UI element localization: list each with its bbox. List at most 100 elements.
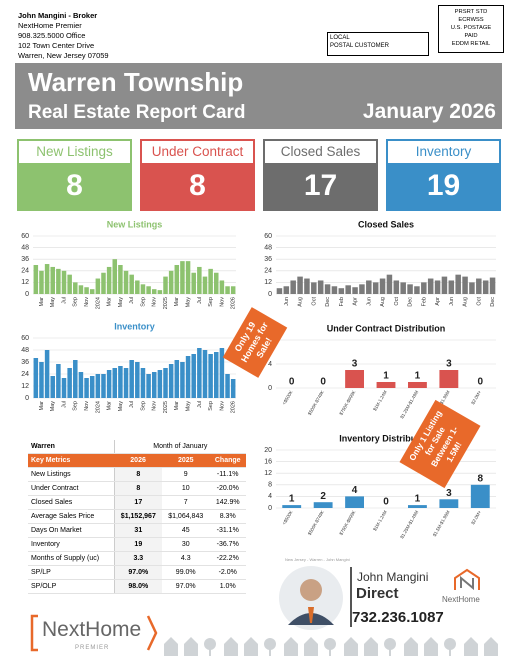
bar bbox=[180, 261, 185, 294]
data-label: 0 bbox=[289, 377, 295, 388]
x-tick-label: $2.0M+ bbox=[470, 509, 482, 525]
postage-line: PRSRT STD bbox=[454, 9, 488, 15]
table-period: Month of January bbox=[114, 440, 246, 454]
postage: PRSRT STD ECRWSS U.S. POSTAGE PAID EDDM RETA… bbox=[438, 5, 504, 53]
table-row: Under Contract 8 10 -20.0% bbox=[28, 481, 246, 496]
bar bbox=[421, 282, 427, 294]
bar bbox=[50, 266, 55, 294]
table-cell: -11.1% bbox=[209, 467, 246, 482]
x-tick-label: Jul bbox=[61, 297, 67, 304]
tile-label: New Listings bbox=[19, 141, 130, 163]
bar bbox=[214, 272, 219, 294]
sender-company: NextHome Premier bbox=[18, 21, 82, 30]
y-tick-label: 16 bbox=[264, 458, 272, 465]
bar bbox=[89, 376, 95, 398]
bar bbox=[197, 348, 202, 398]
recipient: LOCAL POSTAL CUSTOMER bbox=[327, 32, 429, 56]
x-tick-label: May bbox=[186, 297, 192, 308]
y-tick-label: 0 bbox=[268, 291, 272, 298]
x-tick-label: Jun bbox=[284, 297, 290, 306]
tile-label: Inventory bbox=[388, 141, 499, 163]
x-tick-label: Jul bbox=[129, 401, 135, 408]
bar bbox=[191, 354, 196, 398]
tile-label: Under Contract bbox=[142, 141, 253, 163]
bar bbox=[434, 280, 441, 294]
table-cell: 8.3% bbox=[209, 509, 246, 524]
x-tick-label: Apr bbox=[435, 297, 441, 306]
x-tick-label: Jul bbox=[61, 401, 67, 408]
tile-label: Closed Sales bbox=[265, 141, 376, 163]
house bbox=[284, 637, 298, 656]
table-cell: -22.2% bbox=[209, 551, 246, 566]
bar bbox=[157, 290, 163, 294]
table-cell: -2.0% bbox=[209, 565, 246, 580]
bar bbox=[56, 364, 61, 398]
table-row: Closed Sales 17 7 142.9% bbox=[28, 495, 246, 510]
footer-logo: NextHome bbox=[42, 618, 142, 641]
y-tick-label: 60 bbox=[21, 233, 29, 240]
bar bbox=[33, 358, 39, 398]
bar bbox=[44, 264, 50, 294]
x-tick-label: $1.5M-$1.99M bbox=[432, 509, 451, 537]
data-label: 3 bbox=[446, 488, 452, 499]
x-tick-label: Aug bbox=[380, 297, 386, 307]
logo-house bbox=[454, 568, 480, 590]
y-tick-label: 4 bbox=[268, 361, 272, 368]
y-tick-label: 24 bbox=[21, 268, 29, 275]
y-tick-label: 20 bbox=[264, 447, 272, 454]
footer-brackets bbox=[30, 614, 158, 652]
x-tick-label: Oct bbox=[394, 297, 400, 306]
table-cell: 10 bbox=[162, 481, 210, 496]
bar bbox=[202, 276, 208, 294]
bar bbox=[462, 276, 468, 294]
table-header-row: Key Metrics 2026 2025 Change bbox=[28, 453, 246, 468]
house bbox=[404, 637, 418, 656]
data-label: 3 bbox=[446, 359, 452, 370]
data-label: 8 bbox=[478, 473, 484, 484]
x-tick-label: Jul bbox=[129, 297, 135, 304]
table-cell: $1,152,967 bbox=[114, 509, 163, 524]
bar bbox=[408, 382, 427, 388]
x-tick-label: Apr bbox=[353, 297, 359, 306]
bar bbox=[39, 270, 44, 294]
house bbox=[164, 637, 178, 656]
table-cell: 97.0% bbox=[162, 579, 210, 594]
x-tick-label: May bbox=[118, 297, 124, 308]
y-tick-label: 8 bbox=[268, 482, 272, 489]
bar bbox=[400, 282, 406, 294]
x-tick-label: $1.25M-$1.49M bbox=[399, 509, 419, 539]
bar bbox=[140, 284, 146, 294]
table-cell: Days On Market bbox=[28, 523, 115, 538]
bar bbox=[345, 285, 351, 294]
bar bbox=[168, 364, 174, 398]
table-cell: -20.0% bbox=[209, 481, 246, 496]
bar bbox=[67, 274, 72, 294]
bar bbox=[185, 261, 191, 294]
y-tick-label: 12 bbox=[21, 279, 29, 286]
agent-logo-icon bbox=[454, 568, 480, 591]
sender-street: 102 Town Center Drive bbox=[18, 41, 95, 50]
bar bbox=[470, 484, 490, 508]
bar bbox=[135, 362, 140, 398]
bar bbox=[123, 270, 129, 294]
x-tick-label: $2.0M+ bbox=[470, 389, 482, 405]
chart-title: Inventory bbox=[114, 321, 155, 331]
y-tick-label: 0 bbox=[268, 385, 272, 392]
divider bbox=[350, 567, 352, 627]
x-tick-label: Jun bbox=[449, 297, 455, 306]
bar bbox=[441, 276, 448, 294]
x-tick-label: May bbox=[50, 401, 56, 412]
x-tick-label: Mar bbox=[174, 297, 180, 307]
table-cell: 98.0% bbox=[114, 579, 163, 594]
chart-title: Under Contract Distribution bbox=[327, 323, 446, 333]
x-tick-label: $500K-$749K bbox=[307, 510, 325, 536]
bar bbox=[317, 280, 324, 294]
table-cell: 19 bbox=[114, 537, 163, 552]
table-cell: Average Sales Price bbox=[28, 509, 115, 524]
x-tick-label: Jun bbox=[366, 297, 372, 306]
recipient-line: LOCAL bbox=[330, 35, 350, 41]
house bbox=[424, 637, 438, 656]
bracket bbox=[30, 614, 38, 652]
data-label: 1 bbox=[415, 371, 421, 382]
bar bbox=[168, 270, 174, 294]
